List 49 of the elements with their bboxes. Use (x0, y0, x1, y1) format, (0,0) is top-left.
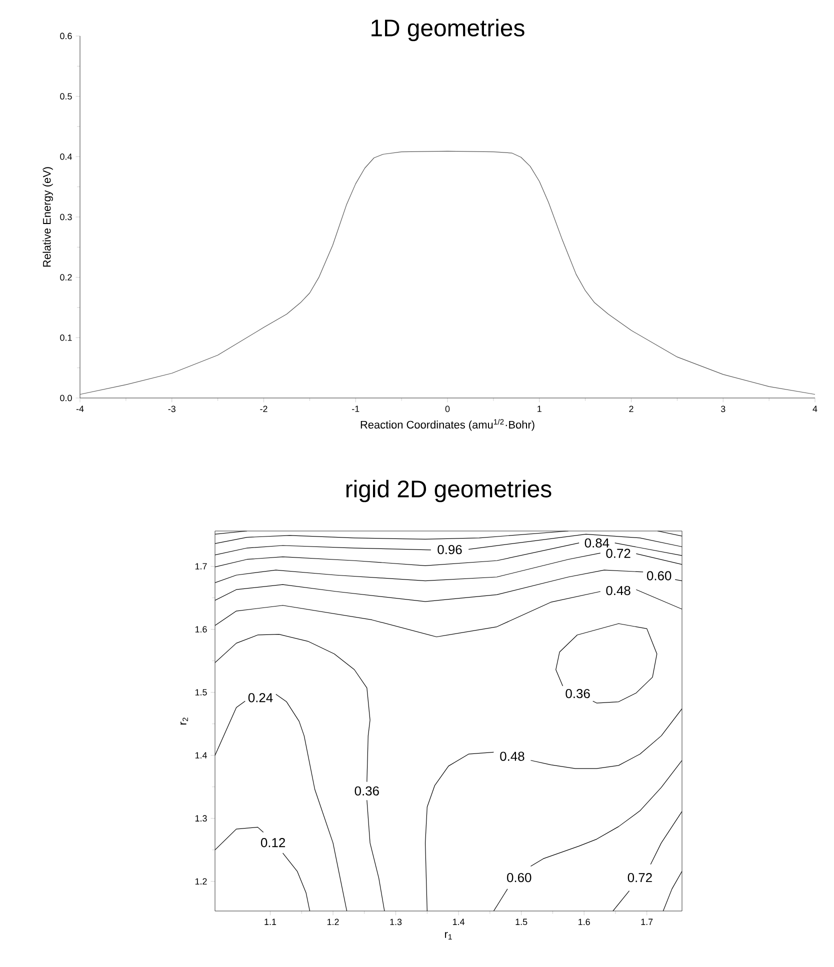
annotation: 0.12 (260, 838, 286, 848)
y-tick-label: 1.4 (195, 752, 207, 758)
y-tick-label: 0.5 (60, 93, 72, 100)
x-tick-label: 1.1 (264, 918, 276, 925)
chart-title: rigid 2D geometries (346, 480, 552, 502)
y-tick-label: 1.3 (195, 815, 207, 822)
annotation: 0.96 (438, 545, 462, 554)
x-tick-label: -3 (168, 406, 176, 412)
annotation: 0.36 (354, 786, 379, 796)
x-tick-label: 0 (445, 406, 450, 412)
y-tick-label: 0.6 (60, 32, 72, 40)
y-tick-label: 0.1 (60, 334, 72, 341)
y-tick-label: 1.7 (195, 563, 207, 570)
annotation: 0.60 (507, 873, 532, 882)
x-axis-title: Reaction Coordinates (amu$^{1/2}$·Bohr) (360, 418, 534, 431)
y-tick-label: 0.2 (60, 274, 72, 281)
x-tick-label: 3 (720, 406, 726, 412)
y-axis-title: r$_{2}$ (180, 718, 188, 724)
x-axis-title: r$_{1}$ (445, 932, 452, 940)
annotation: 0.36 (566, 689, 590, 698)
y-tick-label: 1.5 (195, 689, 207, 696)
chart-title: 1D geometries (372, 18, 524, 42)
x-tick-label: 2 (629, 406, 634, 412)
y-tick-label: 0.3 (60, 214, 72, 220)
annotation: 0.48 (606, 586, 630, 596)
annotation: 0.48 (500, 752, 524, 761)
y-tick-label: 1.6 (195, 626, 207, 632)
x-tick-label: -1 (352, 406, 360, 412)
line-series (556, 623, 658, 704)
x-tick-label: 1.6 (578, 918, 590, 926)
x-tick-label: -4 (76, 406, 84, 412)
y-tick-label: 0.4 (60, 153, 72, 160)
y-tick-label: 1.2 (195, 878, 207, 885)
x-tick-label: -2 (260, 406, 268, 412)
x-tick-label: 1.4 (453, 918, 465, 925)
x-tick-label: 4 (812, 406, 818, 412)
annotation: 0.24 (248, 693, 273, 702)
x-tick-label: 1.7 (641, 918, 653, 925)
y-axis-title: Relative Energy (eV) (42, 167, 53, 267)
x-tick-label: 1.3 (390, 918, 402, 926)
x-tick-label: 1.2 (327, 918, 339, 926)
annotation: 0.72 (628, 873, 652, 882)
annotation: 0.84 (584, 538, 610, 548)
y-tick-label: 0.0 (60, 394, 72, 402)
annotation: 0.60 (646, 571, 672, 580)
x-tick-label: 1.5 (516, 918, 528, 926)
x-tick-label: 1 (538, 406, 542, 412)
annotation: 0.72 (606, 548, 630, 558)
line-series (80, 150, 815, 395)
